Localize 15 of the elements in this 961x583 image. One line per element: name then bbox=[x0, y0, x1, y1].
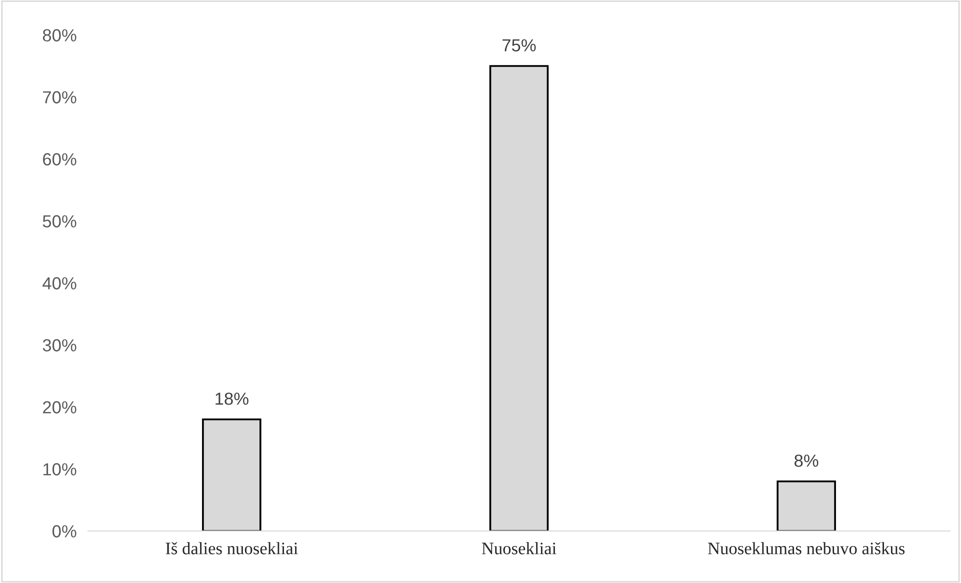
y-tick-label: 20% bbox=[43, 401, 76, 414]
data-label: 18% bbox=[216, 392, 248, 405]
y-tick-label: 60% bbox=[43, 153, 76, 166]
y-tick-label: 70% bbox=[43, 91, 76, 104]
y-tick-label: 50% bbox=[42, 215, 76, 228]
x-tick-label: Nuosekliai bbox=[482, 542, 556, 554]
y-tick-label: 80% bbox=[42, 29, 76, 42]
data-label: 8% bbox=[794, 454, 818, 467]
y-tick-label: 40% bbox=[42, 277, 76, 290]
y-tick-label: 30% bbox=[42, 339, 76, 352]
x-tick-label: Nuoseklumas nebuvo aiškus bbox=[708, 542, 905, 554]
x-tick-label: Iš dalies nuosekliai bbox=[166, 542, 298, 554]
data-label: 75% bbox=[502, 39, 536, 52]
y-tick-label: 10% bbox=[43, 463, 76, 476]
y-tick-label: 0% bbox=[52, 525, 76, 538]
